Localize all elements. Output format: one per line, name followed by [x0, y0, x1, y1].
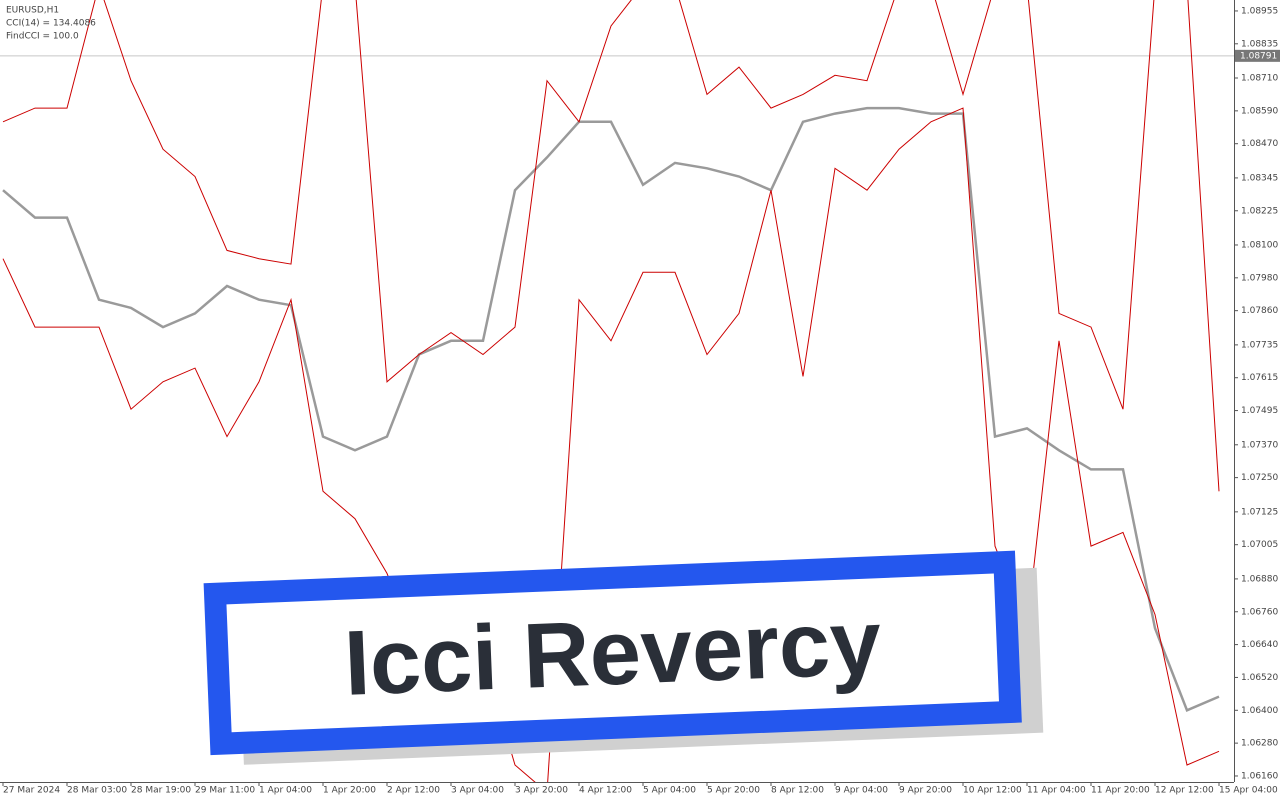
y-tick-label: 1.08955 [1241, 6, 1278, 16]
y-tick-label: 1.08835 [1241, 39, 1278, 49]
y-tick-label: 1.06640 [1241, 640, 1278, 650]
x-tick-label: 1 Apr 04:00 [259, 786, 312, 796]
banner-box [203, 550, 1022, 756]
x-tick-label: 9 Apr 04:00 [835, 786, 888, 796]
y-tick-label: 1.07495 [1241, 406, 1278, 416]
y-tick-label: 1.08710 [1241, 74, 1278, 84]
x-tick-label: 10 Apr 12:00 [963, 786, 1022, 796]
y-tick-label: 1.06400 [1241, 706, 1278, 716]
x-tick-label: 3 Apr 20:00 [515, 786, 568, 796]
current-price-label: 1.08791 [1240, 51, 1277, 61]
y-tick-label: 1.07980 [1241, 273, 1278, 283]
y-tick-label: 1.07125 [1241, 507, 1278, 517]
y-tick-label: 1.06520 [1241, 673, 1278, 683]
y-tick-label: 1.06880 [1241, 574, 1278, 584]
x-tick-label: 9 Apr 20:00 [899, 786, 952, 796]
x-tick-label: 28 Mar 03:00 [67, 786, 127, 796]
y-tick-label: 1.06760 [1241, 607, 1278, 617]
x-tick-label: 28 Mar 19:00 [131, 786, 191, 796]
x-tick-label: 8 Apr 12:00 [771, 786, 824, 796]
x-tick-label: 11 Apr 04:00 [1027, 786, 1086, 796]
y-tick-label: 1.07250 [1241, 473, 1278, 483]
y-tick-label: 1.07370 [1241, 440, 1278, 450]
y-tick-label: 1.07860 [1241, 306, 1278, 316]
x-tick-label: 27 Mar 2024 [3, 786, 60, 796]
y-tick-label: 1.08470 [1241, 139, 1278, 149]
x-tick-label: 5 Apr 20:00 [707, 786, 760, 796]
y-tick-label: 1.08590 [1241, 106, 1278, 116]
price-line [2, 106, 1220, 712]
indicator-label: CCI(14) = 134.4086 [6, 19, 96, 29]
banner-text: Icci Revercy [342, 591, 883, 714]
y-tick-label: 1.07005 [1241, 540, 1278, 550]
x-tick-label: 29 Mar 11:00 [195, 786, 255, 796]
y-tick-label: 1.08100 [1241, 240, 1278, 250]
banner: Icci Revercy [203, 550, 1044, 765]
x-tick-label: 4 Apr 12:00 [579, 786, 632, 796]
indicator-label: FindCCI = 100.0 [6, 32, 79, 42]
x-tick-label: 15 Apr 04:00 [1219, 786, 1278, 796]
current-price-box [1235, 49, 1280, 62]
x-tick-label: 3 Apr 04:00 [451, 786, 504, 796]
y-tick-label: 1.07615 [1241, 373, 1278, 383]
y-tick-label: 1.08225 [1241, 206, 1278, 216]
band-line [2, 0, 1220, 492]
y-tick-label: 1.08345 [1241, 173, 1278, 183]
x-tick-label: 11 Apr 20:00 [1091, 786, 1150, 796]
x-tick-label: 1 Apr 20:00 [323, 786, 376, 796]
symbol-label: EURUSD,H1 [6, 6, 59, 16]
x-tick-label: 5 Apr 04:00 [643, 786, 696, 796]
y-tick-label: 1.06280 [1241, 739, 1278, 749]
y-tick-label: 1.06160 [1241, 771, 1278, 781]
y-tick-label: 1.07735 [1241, 340, 1278, 350]
x-tick-label: 2 Apr 12:00 [387, 786, 440, 796]
x-tick-label: 12 Apr 12:00 [1155, 786, 1214, 796]
